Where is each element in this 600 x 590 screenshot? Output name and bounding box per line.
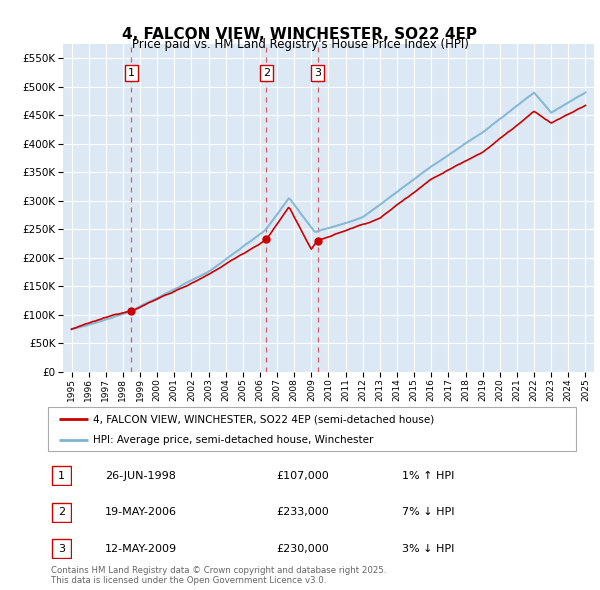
Text: HPI: Average price, semi-detached house, Winchester: HPI: Average price, semi-detached house,… — [93, 435, 373, 445]
Text: 2: 2 — [263, 68, 270, 78]
Text: 7% ↓ HPI: 7% ↓ HPI — [402, 507, 455, 517]
Text: 1% ↑ HPI: 1% ↑ HPI — [402, 471, 454, 480]
Text: 3: 3 — [314, 68, 321, 78]
Text: 2: 2 — [58, 507, 65, 517]
Text: 4, FALCON VIEW, WINCHESTER, SO22 4EP (semi-detached house): 4, FALCON VIEW, WINCHESTER, SO22 4EP (se… — [93, 415, 434, 424]
Text: 1: 1 — [58, 471, 65, 480]
Text: £233,000: £233,000 — [276, 507, 329, 517]
Text: £230,000: £230,000 — [276, 544, 329, 553]
Text: £107,000: £107,000 — [276, 471, 329, 480]
Text: 12-MAY-2009: 12-MAY-2009 — [105, 544, 177, 553]
FancyBboxPatch shape — [52, 466, 71, 485]
Text: 19-MAY-2006: 19-MAY-2006 — [105, 507, 177, 517]
Text: 1: 1 — [128, 68, 135, 78]
Text: 3% ↓ HPI: 3% ↓ HPI — [402, 544, 454, 553]
Text: 26-JUN-1998: 26-JUN-1998 — [105, 471, 176, 480]
FancyBboxPatch shape — [52, 539, 71, 558]
Text: 4, FALCON VIEW, WINCHESTER, SO22 4EP: 4, FALCON VIEW, WINCHESTER, SO22 4EP — [122, 27, 478, 41]
Text: Price paid vs. HM Land Registry's House Price Index (HPI): Price paid vs. HM Land Registry's House … — [131, 38, 469, 51]
Text: 3: 3 — [58, 544, 65, 553]
FancyBboxPatch shape — [48, 407, 576, 451]
FancyBboxPatch shape — [52, 503, 71, 522]
Text: Contains HM Land Registry data © Crown copyright and database right 2025.
This d: Contains HM Land Registry data © Crown c… — [51, 566, 386, 585]
